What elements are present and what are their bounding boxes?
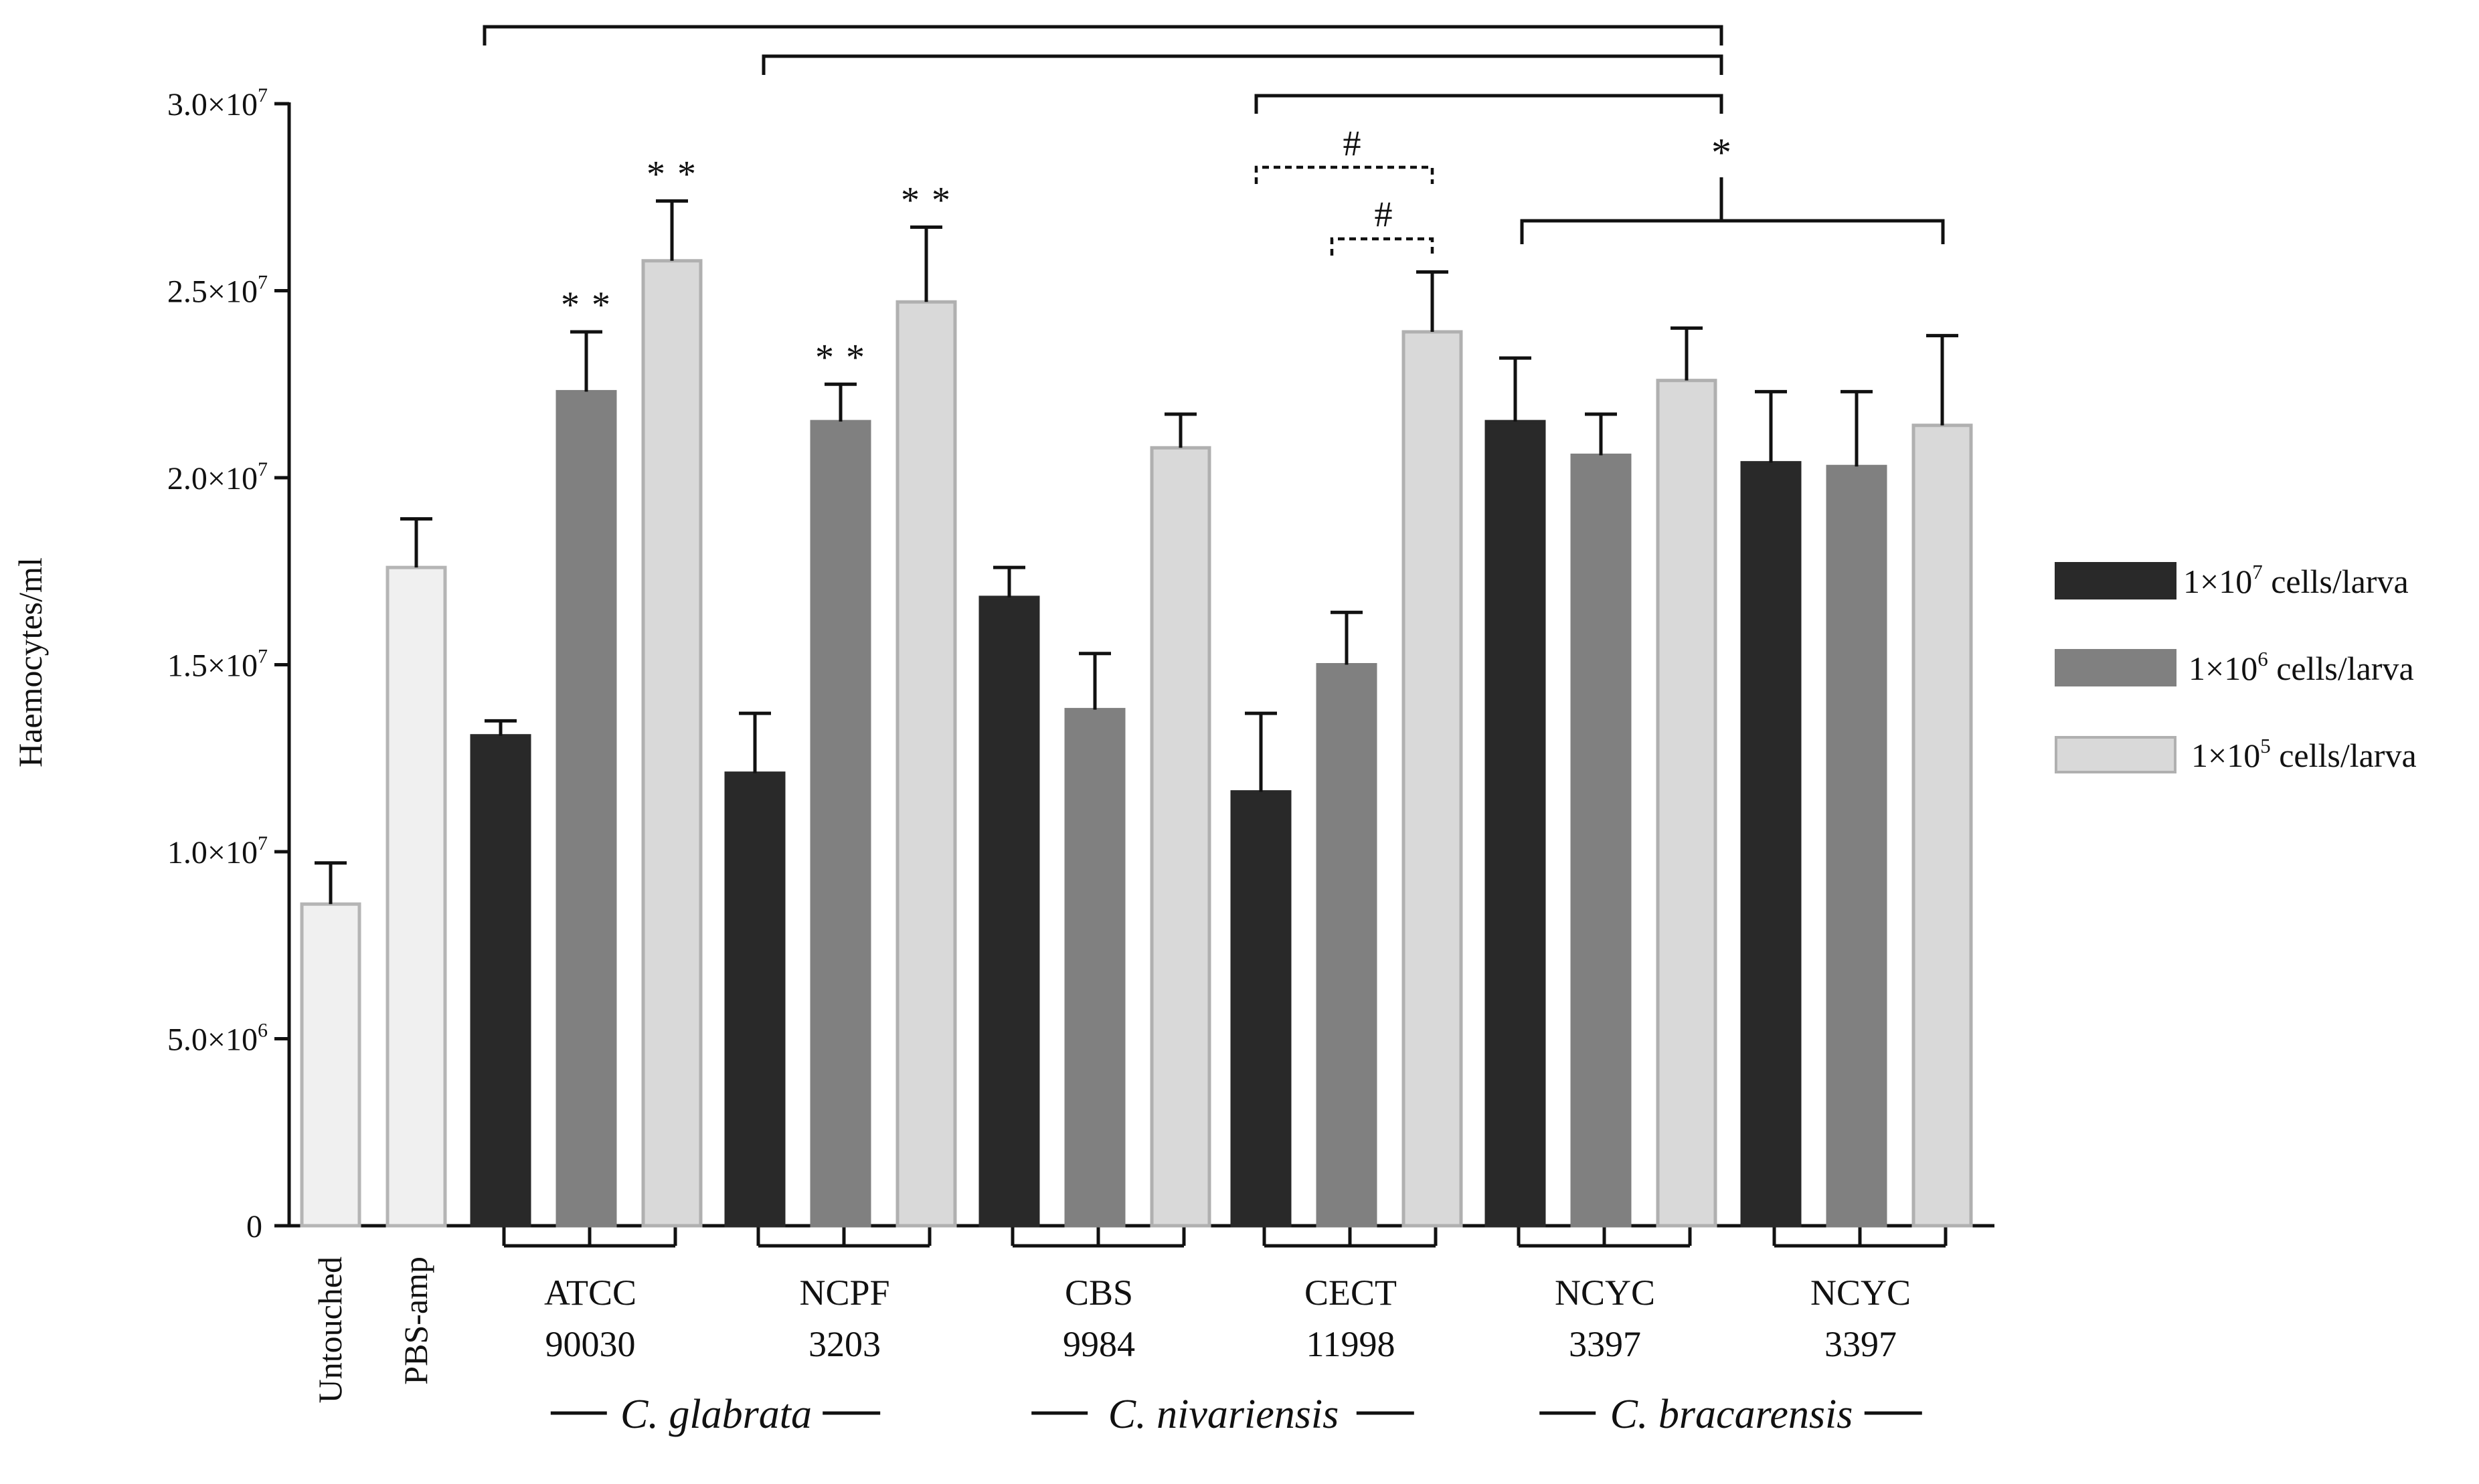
top-bracket-2	[762, 54, 1723, 75]
strain-label-line2: 3397	[1824, 1324, 1897, 1364]
significance-stars: * *	[815, 337, 866, 378]
strain-label-line2: 11998	[1306, 1324, 1395, 1364]
y-tick-label: 2.0×107	[167, 458, 268, 496]
strain-label-line1: CECT	[1304, 1273, 1397, 1313]
group-bracket	[1262, 1226, 1438, 1248]
significance-stars: * *	[901, 179, 952, 221]
bracarensis-star: *	[1711, 130, 1731, 175]
y-tick-label: 2.5×107	[167, 272, 268, 310]
bar-5-s3	[1656, 379, 1717, 1228]
hash-symbol-1: #	[1343, 123, 1361, 163]
bar-5-s2	[1570, 453, 1632, 1228]
bar-2-s3	[895, 300, 957, 1228]
bar-1-s2	[555, 389, 617, 1228]
significance-stars: * *	[647, 153, 697, 195]
bar-3-s3	[1150, 446, 1211, 1228]
group-bracket	[756, 1226, 932, 1248]
strain-label-line1: ATCC	[544, 1273, 636, 1313]
group-bracket	[1011, 1226, 1186, 1248]
bar-4-s2	[1316, 663, 1377, 1228]
y-tick-label: 5.0×106	[167, 1020, 268, 1058]
species-label: C. glabrata	[620, 1392, 812, 1437]
bracarensis-bracket	[1520, 177, 1945, 244]
control-label: PBS-amp	[397, 1257, 434, 1385]
hash-bracket-2	[1330, 237, 1434, 256]
strain-label-line1: NCYC	[1810, 1273, 1911, 1313]
legend-label: 1×106 cells/larva	[2189, 647, 2414, 687]
significance-stars: * *	[561, 284, 612, 326]
group-bracket	[502, 1226, 677, 1248]
strain-label-line2: 3397	[1569, 1324, 1641, 1364]
bar-6-s3	[1911, 424, 1973, 1228]
bar-1-s1	[470, 734, 531, 1228]
top-bracket-3	[1254, 94, 1723, 114]
strain-label-line2: 9984	[1063, 1324, 1135, 1364]
axes-layer: 0 5.0×106 1.0×107 1.5×107 2.0×107 2.5×107 3.0×…	[167, 84, 1994, 1437]
y-tick-label: 3.0×107	[167, 84, 268, 122]
legend-label: 1×105 cells/larva	[2191, 734, 2417, 774]
species-label: C. nivariensis	[1108, 1392, 1339, 1437]
y-axis-label: Haemocytes/ml	[11, 557, 49, 767]
bar-5-s1	[1484, 420, 1546, 1228]
legend-swatch	[2055, 649, 2176, 686]
strain-label-line2: 3203	[808, 1324, 881, 1364]
group-bracket	[1517, 1226, 1692, 1248]
legend-label: 1×107 cells/larva	[2183, 560, 2409, 600]
annotations-layer: * * * * * * * * * # #	[483, 25, 1945, 378]
control-bar	[386, 565, 447, 1228]
bar-2-s2	[810, 420, 871, 1228]
strain-label-line2: 90030	[545, 1324, 636, 1364]
species-label: C. bracarensis	[1610, 1392, 1853, 1437]
group-bracket	[1772, 1226, 1948, 1248]
legend-swatch	[2055, 562, 2176, 599]
hash-symbol-2: #	[1375, 194, 1393, 234]
control-bar	[300, 902, 361, 1228]
bar-6-s1	[1740, 461, 1802, 1228]
y-tick-label: 0	[246, 1209, 262, 1244]
hash-bracket-1	[1254, 165, 1434, 184]
bar-1-s3	[641, 259, 703, 1228]
legend-swatch	[2055, 736, 2176, 773]
y-tick-label: 1.5×107	[167, 646, 268, 684]
strain-label-line1: NCPF	[799, 1273, 889, 1313]
bar-3-s1	[978, 595, 1040, 1228]
legend: 1×107 cells/larva 1×106 cells/larva 1×105 …	[2055, 560, 2417, 774]
strain-label-line1: NCYC	[1555, 1273, 1655, 1313]
top-bracket-1	[483, 25, 1723, 45]
bar-2-s1	[724, 771, 786, 1228]
strain-label-line1: CBS	[1065, 1273, 1133, 1313]
control-label: Untouched	[311, 1257, 349, 1403]
bar-4-s3	[1401, 330, 1463, 1228]
bar-4-s1	[1230, 790, 1292, 1228]
bar-3-s2	[1064, 708, 1126, 1228]
bar-6-s2	[1826, 464, 1887, 1228]
y-tick-label: 1.0×107	[167, 832, 268, 870]
bars-layer	[300, 199, 1973, 1228]
